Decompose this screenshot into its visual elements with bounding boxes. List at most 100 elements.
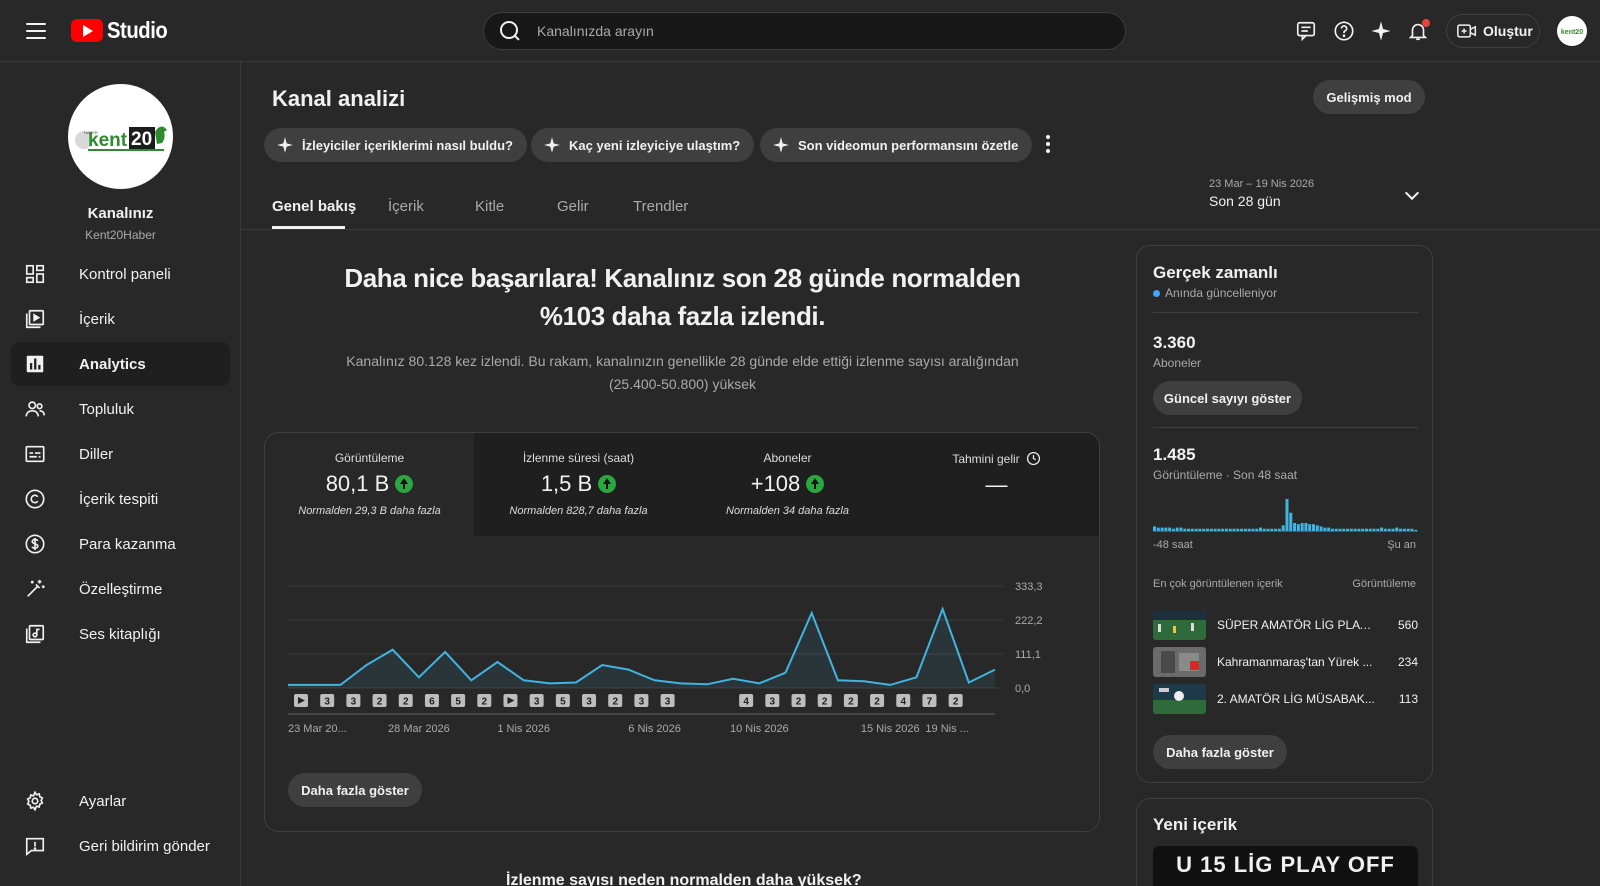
ai-sparkle-icon[interactable] <box>1369 19 1393 43</box>
dashboard-icon <box>23 262 47 286</box>
sparkle-icon <box>544 137 560 153</box>
realtime-bar <box>1194 528 1198 531</box>
sidebar-item-settings[interactable]: Ayarlar <box>11 779 230 823</box>
realtime-views-label: Görüntüleme · Son 48 saat <box>1153 468 1298 482</box>
metric-value: 80,1 B <box>325 471 390 496</box>
realtime-bar <box>1217 528 1221 531</box>
realtime-bar <box>1281 525 1285 531</box>
notifications-icon[interactable] <box>1406 19 1430 43</box>
realtime-bar <box>1262 528 1266 531</box>
sidebar-item-customization[interactable]: Özelleştirme <box>11 567 230 611</box>
new-content-thumbnail[interactable]: U 15 LİG PLAY OFF <box>1153 846 1418 886</box>
realtime-bar <box>1399 528 1403 531</box>
metric-value: 1,5 B <box>540 471 593 496</box>
insight-description: Kanalınız 80.128 kez izlendi. Bu rakam, … <box>346 353 1019 392</box>
top-video-row[interactable]: 2. AMATÖR LİG MÜSABAK... 113 <box>1153 683 1418 715</box>
date-range-picker[interactable]: 23 Mar – 19 Nis 2026 Son 28 gün <box>1209 178 1427 216</box>
tab-revenue[interactable]: Gelir <box>557 198 589 215</box>
studio-logo[interactable]: Studio <box>71 17 176 44</box>
realtime-bar <box>1168 527 1172 531</box>
svg-text:kent: kent <box>88 130 128 151</box>
upload-count: 2 <box>796 697 802 708</box>
sidebar-item-label: İçerik <box>79 310 115 328</box>
help-icon[interactable] <box>1332 19 1356 43</box>
top-video-row[interactable]: SÜPER AMATÖR LİG PLAY ... 560 <box>1153 609 1418 641</box>
sidebar-item-label: İçerik tespiti <box>79 490 159 508</box>
search-icon[interactable] <box>499 20 521 42</box>
metric-watch-time[interactable]: İzlenme süresi (saat) 1,5 B Normalden 82… <box>474 433 683 536</box>
tab-content[interactable]: İçerik <box>388 198 424 215</box>
realtime-bar <box>1179 527 1183 531</box>
menu-icon[interactable] <box>24 19 48 43</box>
account-avatar[interactable]: kent20 <box>1557 16 1587 46</box>
messages-icon[interactable] <box>1294 19 1318 43</box>
sidebar-item-dashboard[interactable]: Kontrol paneli <box>11 252 230 296</box>
realtime-bar <box>1319 526 1323 531</box>
upload-marker <box>398 694 413 707</box>
ai-question-chip[interactable]: Son videomun performansını özetle <box>760 128 1033 162</box>
channel-name: Kanalınız <box>87 205 154 222</box>
top-video-row[interactable]: Kahramanmaraş'tan Yürek ... 234 <box>1153 646 1418 678</box>
show-live-count-button[interactable]: Güncel sayıyı göster <box>1153 381 1302 415</box>
tab-trends[interactable]: Trendler <box>633 198 689 215</box>
upload-count: 5 <box>560 697 566 708</box>
metric-views[interactable]: Görüntüleme 80,1 B Normalden 29,3 B daha… <box>265 433 474 536</box>
realtime-bar <box>1296 524 1300 531</box>
channel-avatar[interactable]: HABER kent 20 <box>68 84 173 189</box>
search-bar[interactable] <box>483 12 1126 50</box>
active-tab-indicator <box>272 226 345 229</box>
analytics-icon <box>23 352 47 376</box>
y-tick-label: 333,3 <box>1015 581 1043 593</box>
show-more-button[interactable]: Daha fazla göster <box>288 773 422 807</box>
realtime-bar <box>1293 523 1297 531</box>
realtime-bar <box>1357 528 1361 531</box>
insight-headline: Daha nice başarılara! Kanalınız son 28 g… <box>344 263 1021 331</box>
realtime-bar <box>1228 528 1232 531</box>
search-input[interactable] <box>537 23 1097 39</box>
sidebar-item-audio-library[interactable]: Ses kitaplığı <box>11 612 230 656</box>
realtime-bar <box>1156 527 1160 531</box>
realtime-bar <box>1232 528 1236 531</box>
sidebar-item-content[interactable]: İçerik <box>11 297 230 341</box>
realtime-bar <box>1372 528 1376 531</box>
metric-subscribers[interactable]: Aboneler +108 Normalden 34 daha fazla <box>683 433 892 536</box>
upload-count: 3 <box>665 697 671 708</box>
x-tick-label: 19 Nis ... <box>925 723 968 735</box>
realtime-bar <box>1383 528 1387 531</box>
ai-question-chip[interactable]: İzleyiciler içeriklerimi nasıl buldu? <box>264 128 527 162</box>
realtime-bar <box>1395 527 1399 531</box>
content-icon <box>23 307 47 331</box>
tab-overview[interactable]: Genel bakış <box>272 198 357 215</box>
sidebar-item-monetization[interactable]: Para kazanma <box>11 522 230 566</box>
realtime-bar <box>1402 528 1406 531</box>
x-tick-label: 15 Nis 2026 <box>861 723 920 735</box>
advanced-mode-button[interactable]: Gelişmiş mod <box>1313 80 1425 114</box>
realtime-bar <box>1247 528 1251 531</box>
realtime-bar <box>1349 528 1353 531</box>
realtime-bar <box>1270 528 1274 531</box>
realtime-bar <box>1338 528 1342 531</box>
realtime-bar <box>1153 526 1156 531</box>
sidebar-item-languages[interactable]: Diller <box>11 432 230 476</box>
upload-marker <box>817 694 832 707</box>
x-tick-label: 23 Mar 20... <box>288 723 347 735</box>
upload-count: 4 <box>900 697 906 708</box>
sidebar-item-community[interactable]: Topluluk <box>11 387 230 431</box>
section-title-why-higher: İzlenme sayısı neden normalden daha yüks… <box>506 872 862 886</box>
subscriber-label: Aboneler <box>1153 356 1202 370</box>
create-button[interactable]: Oluştur <box>1446 14 1540 48</box>
sidebar-item-content-detection[interactable]: İçerik tespiti <box>11 477 230 521</box>
upload-count: 3 <box>351 697 357 708</box>
x-tick-label: 10 Nis 2026 <box>730 723 789 735</box>
sidebar-item-analytics[interactable]: Analytics <box>11 342 230 386</box>
tab-audience[interactable]: Kitle <box>475 198 505 215</box>
metric-revenue[interactable]: Tahmini gelir — <box>892 433 1099 536</box>
realtime-title: Gerçek zamanlı <box>1153 263 1278 282</box>
realtime-bar <box>1289 512 1293 531</box>
ai-question-chip[interactable]: Kaç yeni izleyiciye ulaştım? <box>531 128 755 162</box>
sidebar-item-feedback[interactable]: Geri bildirim gönder <box>11 824 230 868</box>
more-options-icon[interactable] <box>1040 132 1056 156</box>
show-more-button[interactable]: Daha fazla göster <box>1153 735 1287 769</box>
magic-wand-icon <box>23 577 47 601</box>
logo-text: Studio <box>107 17 168 43</box>
